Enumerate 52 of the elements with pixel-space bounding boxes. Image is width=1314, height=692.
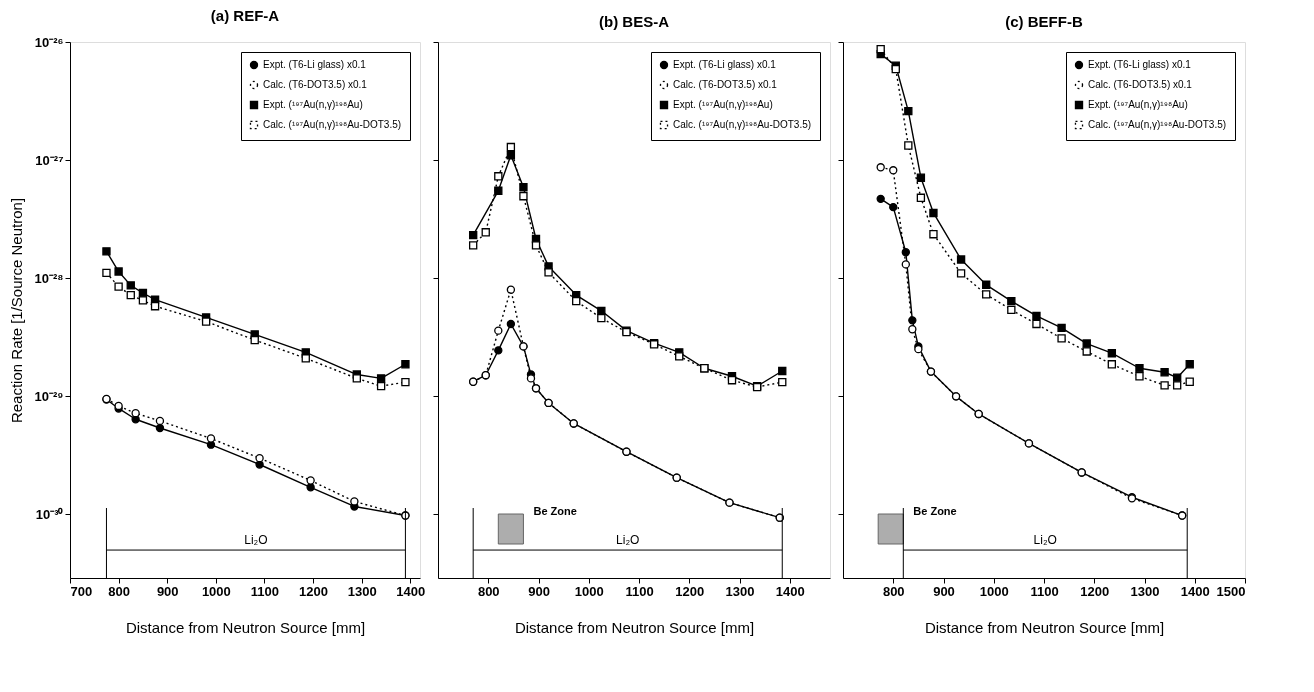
x-tick-label: 1300 <box>1130 583 1160 599</box>
x-tick-label: 800 <box>477 583 500 599</box>
x-tick-label: 1000 <box>201 583 231 599</box>
x-axis-title: Distance from Neutron Source [mm] <box>924 618 1165 636</box>
y-tick-label: 10⁻²⁶ <box>34 34 64 50</box>
y-axis-title: Reaction Rate [1/Source Neutron] <box>7 197 25 424</box>
y-tick-label: 10⁻³⁰ <box>35 507 64 522</box>
x-tick-label: 1100 <box>625 583 654 599</box>
legend-label: Calc. (¹⁹⁷Au(n,γ)¹⁹⁸Au-DOT3.5) <box>1088 119 1227 130</box>
y-tick-label: 10⁻²⁸ <box>34 270 64 286</box>
legend-label: Calc. (T6-DOT3.5) x0.1 <box>263 79 368 90</box>
x-tick-label: 1400 <box>1180 583 1210 599</box>
band-label: Be Zone <box>913 505 957 517</box>
x-tick-label: 800 <box>108 583 130 599</box>
legend-label: Expt. (¹⁹⁷Au(n,γ)¹⁹⁸Au) <box>1088 99 1188 110</box>
x-axis-title: Distance from Neutron Source [mm] <box>125 618 366 636</box>
legend-label: Calc. (T6-DOT3.5) x0.1 <box>1088 79 1193 90</box>
x-tick-label: 1200 <box>1080 583 1110 599</box>
ref-line-label: Li₂O <box>1033 533 1057 548</box>
x-tick-label: 900 <box>156 583 179 599</box>
legend-label: Expt. (¹⁹⁷Au(n,γ)¹⁹⁸Au) <box>263 99 363 110</box>
x-tick-label: 1400 <box>775 583 805 599</box>
chart-title: (c) BEFF-B <box>1005 12 1083 30</box>
x-tick-label: 900 <box>933 583 955 599</box>
ref-line-label: Li₂O <box>244 533 268 548</box>
legend-label: Calc. (¹⁹⁷Au(n,γ)¹⁹⁸Au-DOT3.5) <box>263 119 402 130</box>
legend-label: Expt. (T6-Li glass) x0.1 <box>1088 59 1192 70</box>
y-tick-label: 10⁻²⁹ <box>34 388 64 404</box>
x-tick-label: 1400 <box>396 583 426 599</box>
x-tick-label: 1000 <box>979 583 1009 599</box>
x-tick-label: 700 <box>70 583 93 599</box>
legend-label: Expt. (T6-Li glass) x0.1 <box>263 59 367 70</box>
x-tick-label: 800 <box>882 583 905 599</box>
ref-line-label: Li₂O <box>616 533 640 548</box>
x-axis-title: Distance from Neutron Source [mm] <box>514 618 755 636</box>
chart-title: (a) REF-A <box>210 7 280 24</box>
legend-label: Expt. (¹⁹⁷Au(n,γ)¹⁹⁸Au) <box>673 99 773 110</box>
legend-label: Calc. (T6-DOT3.5) x0.1 <box>673 79 778 90</box>
x-tick-label: 1500 <box>1216 583 1246 599</box>
x-tick-label: 1300 <box>725 583 755 599</box>
x-tick-label: 1000 <box>574 583 604 599</box>
x-tick-label: 1100 <box>1030 583 1059 599</box>
x-tick-label: 1300 <box>347 583 377 599</box>
y-tick-label: 10⁻²⁷ <box>35 152 64 168</box>
chart-title: (b) BES-A <box>599 12 670 30</box>
x-tick-label: 1100 <box>250 583 280 599</box>
legend-label: Expt. (T6-Li glass) x0.1 <box>673 59 777 70</box>
x-tick-label: 900 <box>528 583 550 599</box>
band-label: Be Zone <box>533 505 577 517</box>
x-tick-label: 1200 <box>299 583 329 599</box>
x-tick-label: 1200 <box>675 583 705 599</box>
legend-label: Calc. (¹⁹⁷Au(n,γ)¹⁹⁸Au-DOT3.5) <box>673 119 812 130</box>
